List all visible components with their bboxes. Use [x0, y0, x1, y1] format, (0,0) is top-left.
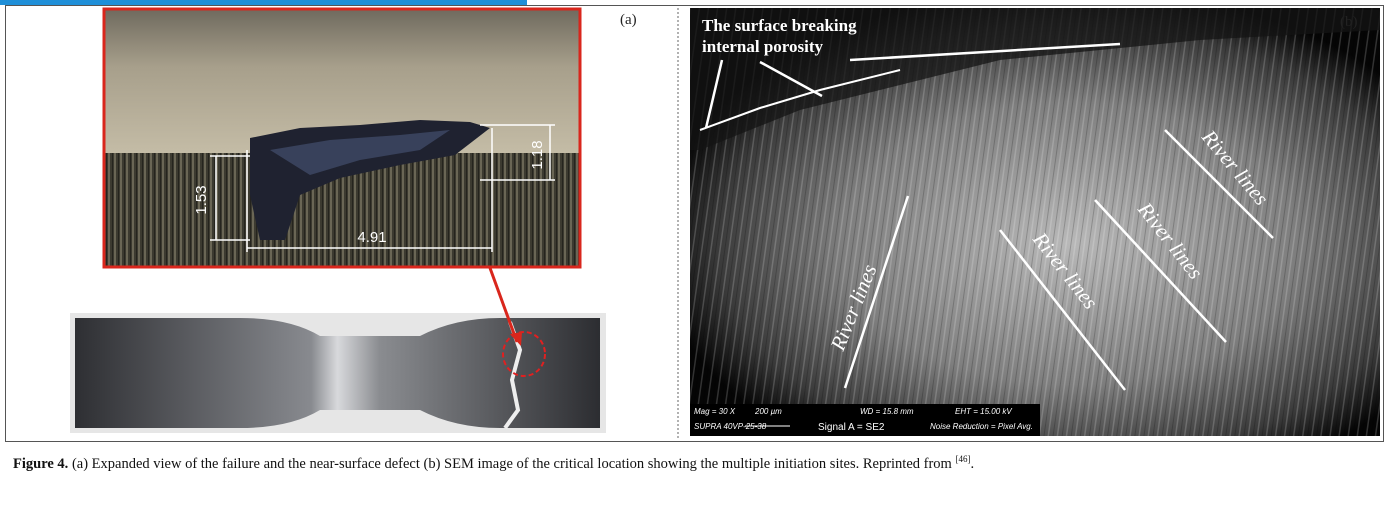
info-text: EHT = 15.00 kV — [955, 407, 1012, 416]
sem-image — [690, 8, 1380, 436]
info-text: Signal A = SE2 — [818, 422, 885, 433]
caption-ref: [46] — [955, 454, 970, 464]
info-text: WD = 15.8 mm — [860, 407, 914, 416]
panel-a-photo — [104, 9, 580, 267]
info-text: Noise Reduction = Pixel Avg. — [930, 422, 1033, 431]
caption-end: . — [970, 456, 974, 472]
caption: Figure 4. (a) Expanded view of the failu… — [13, 450, 1376, 474]
info-text: 200 µm — [754, 407, 782, 416]
annotation: The surface breaking — [702, 16, 857, 35]
sem-info-bar: Mag = 30 X 200 µm WD = 15.8 mm EHT = 15.… — [690, 404, 1040, 436]
panel-label: (a) — [620, 12, 637, 28]
figure: 1.53 4.91 1.18 (a) The surface breaking … — [0, 0, 1389, 445]
info-text: SUPRA 40VP-25-38 — [694, 422, 767, 431]
dimension-label: 4.91 — [357, 229, 386, 246]
page: {"panel_a": {"label": "(a)", "dimensions… — [0, 0, 1389, 509]
caption-label: Figure 4. — [13, 456, 68, 472]
dimension-label: 1.53 — [193, 185, 210, 214]
header-bar — [0, 0, 527, 5]
info-text: Mag = 30 X — [694, 407, 736, 416]
specimen-photo — [70, 268, 606, 433]
annotation: internal porosity — [702, 37, 824, 56]
panel-label: (b) — [1340, 14, 1358, 30]
dimension-label: 1.18 — [529, 140, 546, 169]
caption-text: (a) Expanded view of the failure and the… — [68, 456, 955, 472]
